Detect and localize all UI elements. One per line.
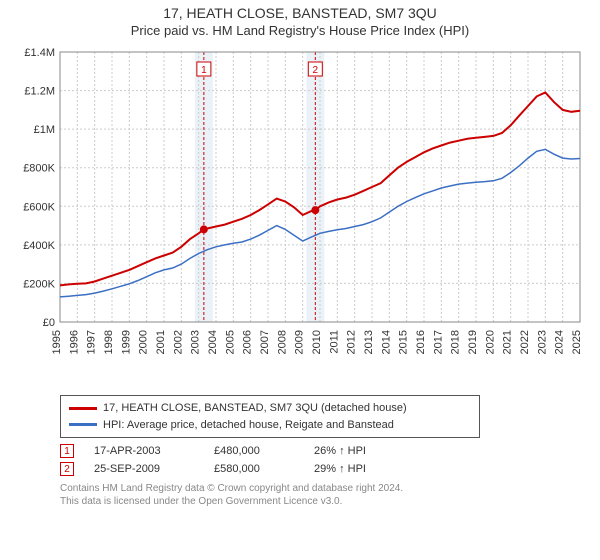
svg-text:2006: 2006 xyxy=(242,330,254,354)
event-date: 25-SEP-2009 xyxy=(94,463,194,475)
svg-text:£1M: £1M xyxy=(34,124,55,136)
event-marker-icon: 1 xyxy=(60,444,74,458)
svg-text:2019: 2019 xyxy=(467,330,479,354)
svg-text:2009: 2009 xyxy=(294,330,306,354)
svg-text:2012: 2012 xyxy=(346,330,358,354)
container: 17, HEATH CLOSE, BANSTEAD, SM7 3QU Price… xyxy=(0,0,600,518)
event-marker-icon: 2 xyxy=(60,462,74,476)
svg-text:2015: 2015 xyxy=(398,330,410,354)
svg-text:2023: 2023 xyxy=(536,330,548,354)
events-table: 1 17-APR-2003 £480,000 26% ↑ HPI 2 25-SE… xyxy=(60,444,590,476)
legend-label: 17, HEATH CLOSE, BANSTEAD, SM7 3QU (deta… xyxy=(103,400,407,417)
legend-box: 17, HEATH CLOSE, BANSTEAD, SM7 3QU (deta… xyxy=(60,395,480,438)
svg-text:2018: 2018 xyxy=(450,330,462,354)
svg-text:2024: 2024 xyxy=(554,330,566,354)
svg-text:2004: 2004 xyxy=(207,330,219,354)
svg-text:2025: 2025 xyxy=(571,330,583,354)
svg-text:1995: 1995 xyxy=(51,330,63,354)
svg-text:2011: 2011 xyxy=(328,330,340,354)
svg-text:2010: 2010 xyxy=(311,330,323,354)
svg-text:£1.4M: £1.4M xyxy=(24,47,55,59)
svg-text:£400K: £400K xyxy=(23,240,55,252)
svg-text:2: 2 xyxy=(313,65,319,76)
event-pct: 26% ↑ HPI xyxy=(314,445,366,457)
footer-line: Contains HM Land Registry data © Crown c… xyxy=(60,482,590,495)
svg-text:£600K: £600K xyxy=(23,201,55,213)
title-main: 17, HEATH CLOSE, BANSTEAD, SM7 3QU xyxy=(10,5,590,21)
event-price: £580,000 xyxy=(214,463,294,475)
svg-text:2008: 2008 xyxy=(276,330,288,354)
svg-text:2021: 2021 xyxy=(502,330,514,354)
svg-text:2016: 2016 xyxy=(415,330,427,354)
footer-line: This data is licensed under the Open Gov… xyxy=(60,495,590,508)
event-date: 17-APR-2003 xyxy=(94,445,194,457)
legend-swatch xyxy=(69,407,97,410)
svg-text:2002: 2002 xyxy=(172,330,184,354)
event-pct: 29% ↑ HPI xyxy=(314,463,366,475)
svg-text:2007: 2007 xyxy=(259,330,271,354)
svg-text:2020: 2020 xyxy=(484,330,496,354)
event-row: 2 25-SEP-2009 £580,000 29% ↑ HPI xyxy=(60,462,590,476)
svg-text:2003: 2003 xyxy=(190,330,202,354)
svg-text:2022: 2022 xyxy=(519,330,531,354)
svg-text:£0: £0 xyxy=(43,317,55,329)
svg-text:1997: 1997 xyxy=(86,330,98,354)
svg-text:2001: 2001 xyxy=(155,330,167,354)
legend-row: 17, HEATH CLOSE, BANSTEAD, SM7 3QU (deta… xyxy=(69,400,471,417)
svg-text:2005: 2005 xyxy=(224,330,236,354)
legend-row: HPI: Average price, detached house, Reig… xyxy=(69,417,471,434)
svg-text:£200K: £200K xyxy=(23,278,55,290)
event-row: 1 17-APR-2003 £480,000 26% ↑ HPI xyxy=(60,444,590,458)
chart-area: £0 £200K £400K £600K £800K £1M £1.2M £1.4M 1995 1… xyxy=(10,44,590,389)
line-chart: £0 £200K £400K £600K £800K £1M £1.2M £1.4M 1995 1… xyxy=(10,44,584,384)
svg-text:2014: 2014 xyxy=(380,330,392,354)
legend-label: HPI: Average price, detached house, Reig… xyxy=(103,417,394,434)
svg-text:£800K: £800K xyxy=(23,163,55,175)
svg-text:2000: 2000 xyxy=(138,330,150,354)
svg-text:1999: 1999 xyxy=(120,330,132,354)
title-sub: Price paid vs. HM Land Registry's House … xyxy=(10,23,590,38)
svg-text:2013: 2013 xyxy=(363,330,375,354)
svg-text:1996: 1996 xyxy=(68,330,80,354)
svg-text:£1.2M: £1.2M xyxy=(24,86,55,98)
legend-swatch xyxy=(69,423,97,426)
svg-text:1: 1 xyxy=(201,65,207,76)
svg-text:1998: 1998 xyxy=(103,330,115,354)
svg-text:2017: 2017 xyxy=(432,330,444,354)
event-price: £480,000 xyxy=(214,445,294,457)
footer-text: Contains HM Land Registry data © Crown c… xyxy=(60,482,590,508)
